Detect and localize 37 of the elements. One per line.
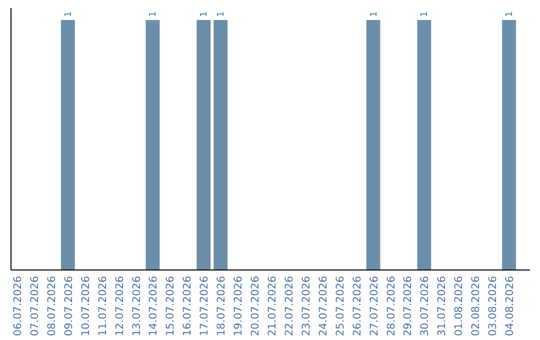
data-label: 1 — [216, 11, 227, 17]
data-label: 1 — [148, 11, 159, 17]
x-tick-label: 30.07.2026 — [419, 276, 432, 336]
x-tick-label: 06.07.2026 — [12, 276, 24, 336]
x-tick-label: 25.07.2026 — [334, 276, 346, 336]
x-tick-label: 27.07.2026 — [368, 276, 380, 336]
x-tick-label: 13.07.2026 — [130, 276, 143, 336]
x-tick-label: 21.07.2026 — [266, 276, 278, 336]
x-tick-label: 14.07.2026 — [148, 276, 160, 336]
x-tick-label: 16.07.2026 — [182, 276, 194, 336]
data-label: 1 — [200, 11, 210, 17]
x-tick-label: 17.07.2026 — [198, 276, 211, 336]
x-tick-label: 07.07.2026 — [28, 276, 41, 336]
x-tick-label: 02.08.2026 — [470, 276, 482, 336]
x-tick-label: 03.08.2026 — [487, 276, 500, 336]
data-label: 1 — [420, 11, 430, 17]
x-tick-label: 19.07.2026 — [232, 276, 245, 336]
x-tick-label: 12.07.2026 — [114, 276, 126, 336]
x-tick-label: 28.07.2026 — [385, 276, 398, 336]
x-tick-label: 22.07.2026 — [283, 276, 296, 336]
x-tick-label: 11.07.2026 — [96, 276, 109, 336]
x-tick-label: 23.07.2026 — [300, 276, 312, 336]
x-tick-label: 24.07.2026 — [317, 276, 330, 336]
x-tick-label: 10.07.2026 — [80, 276, 92, 336]
x-tick-label: 01.08.2026 — [453, 276, 466, 336]
x-tick-label: 29.07.2026 — [402, 276, 414, 336]
x-tick-label: 09.07.2026 — [62, 276, 75, 336]
data-label: 1 — [64, 11, 74, 17]
x-tick-label: 15.07.2026 — [164, 276, 177, 336]
x-tick-label: 26.07.2026 — [351, 276, 364, 336]
x-tick-label: 18.07.2026 — [216, 276, 228, 336]
data-label: 1 — [369, 11, 380, 17]
data-label: 1 — [505, 11, 516, 17]
x-tick-label: 08.07.2026 — [46, 276, 58, 336]
x-tick-label: 20.07.2026 — [250, 276, 262, 336]
x-tick-label: 04.08.2026 — [504, 276, 516, 336]
x-tick-label: 31.07.2026 — [436, 276, 448, 336]
